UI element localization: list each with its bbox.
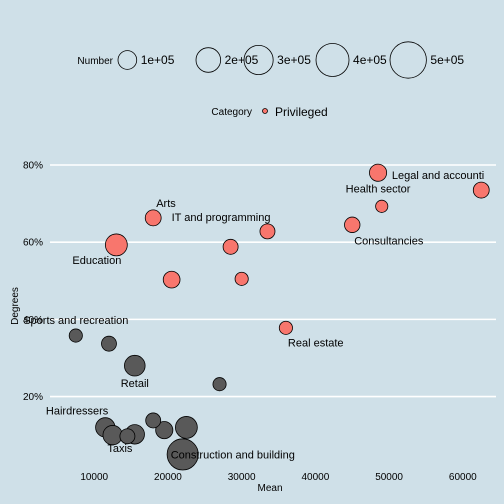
point-label: Real estate [288,337,344,349]
point-privileged [104,233,128,257]
x-axis-tick-labels: 10000 20000 30000 40000 50000 60000 [80,472,477,483]
point-label: Arts [156,198,176,210]
x-tick-label: 50000 [375,472,403,483]
size-legend-key [389,41,427,79]
category-legend-title: Category [211,107,252,118]
data-points [68,163,490,471]
size-legend-label: 5e+05 [430,53,464,67]
size-legend: Number 1e+05 2e+05 3e+05 4e+05 5e+05 [77,41,464,79]
y-tick-label: 80% [23,161,43,172]
size-legend-key [315,43,350,77]
point-privileged [375,199,389,213]
y-tick-label: 20% [23,392,43,403]
point-privileged [472,181,490,199]
point-label: Retail [121,378,149,390]
gridlines [50,164,496,398]
size-legend-title: Number [77,56,113,67]
x-axis-title: Mean [257,483,282,494]
point-label: Health sector [346,183,411,195]
point-label: Education [72,255,121,267]
point-privileged [344,216,361,233]
point-label: Construction and building [171,449,295,461]
point-privileged [222,238,239,255]
y-axis-title: Degrees [10,287,21,325]
category-legend-label-privileged: Privileged [275,105,328,119]
point-label: Taxis [107,443,133,455]
point-other [212,377,227,392]
point-label: Consultancies [354,236,424,248]
point-privileged [162,270,181,289]
point-other [175,416,198,439]
size-legend-key [117,50,138,70]
category-legend-key-privileged [262,108,268,114]
x-tick-label: 60000 [449,472,477,483]
point-privileged [278,320,293,335]
y-tick-label: 40% [23,315,43,326]
point-other [68,328,83,343]
size-legend-label: 1e+05 [141,53,175,67]
x-tick-label: 30000 [228,472,256,483]
point-other [166,438,199,471]
point-privileged [144,209,162,227]
point-other [155,421,174,440]
size-legend-label: 3e+05 [277,53,311,67]
size-legend-label: 4e+05 [353,53,387,67]
point-label: IT and programming [172,212,271,224]
size-legend-label: 2e+05 [225,53,259,67]
category-legend: Category Privileged [211,105,327,119]
size-legend-key [195,47,222,73]
point-privileged [234,271,249,286]
point-other [119,428,136,445]
point-label: Sports and recreation [23,315,128,327]
x-tick-label: 20000 [154,472,182,483]
point-privileged [259,223,276,240]
point-privileged [369,163,388,182]
point-other [124,354,146,377]
size-legend-key [243,45,274,75]
y-tick-label: 60% [23,238,43,249]
x-tick-label: 10000 [80,472,108,483]
point-other [145,412,162,429]
point-other [101,335,117,352]
x-tick-label: 40000 [301,472,329,483]
point-label: Legal and accounti [392,170,484,182]
point-label: Hairdressers [46,406,109,418]
y-axis-tick-labels: 20% 40% 60% 80% [23,161,43,404]
